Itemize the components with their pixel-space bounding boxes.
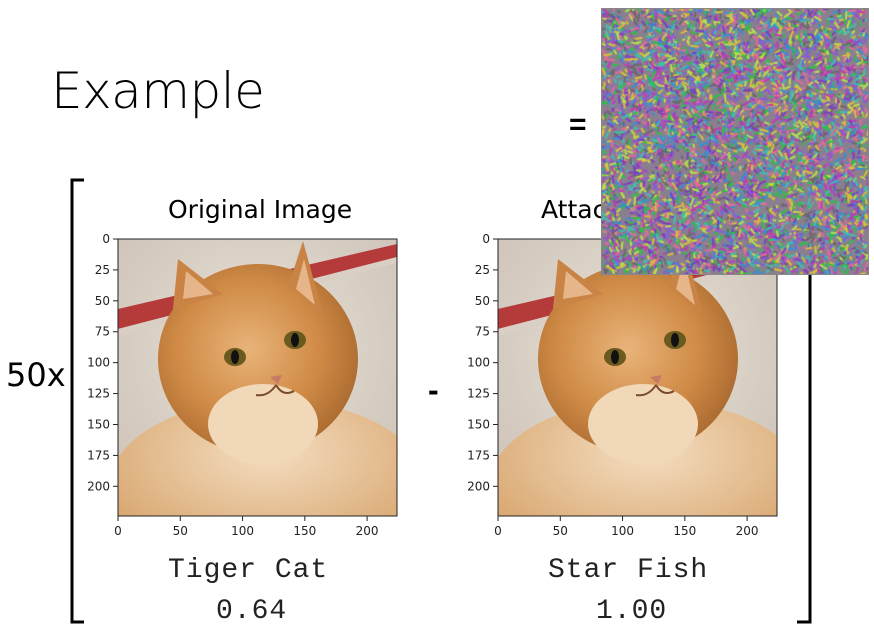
y-tick-label: 50: [95, 294, 110, 308]
panel-1-title: Original Image: [168, 195, 353, 224]
panel-1-cat-image: [118, 239, 397, 516]
x-tick-label: 200: [356, 524, 379, 538]
x-tick-label: 150: [293, 524, 316, 538]
x-tick-label: 100: [231, 524, 254, 538]
left-bracket: [70, 178, 84, 624]
x-tick-label: 150: [673, 524, 696, 538]
panel-2-frame: [497, 238, 778, 517]
y-tick-label: 75: [475, 325, 490, 339]
y-tick-label: 50: [475, 294, 490, 308]
x-tick-label: 0: [114, 524, 122, 538]
panel-2-label: Star Fish: [548, 555, 709, 586]
equals-sign: =: [569, 108, 587, 141]
x-tick-label: 50: [173, 524, 188, 538]
panel-1-score: 0.64: [216, 596, 288, 627]
y-tick-label: 25: [475, 263, 490, 277]
x-tick-label: 200: [736, 524, 759, 538]
y-tick-label: 0: [102, 232, 110, 246]
y-tick-label: 125: [87, 387, 110, 401]
y-tick-label: 175: [87, 448, 110, 462]
minus-sign: -: [428, 372, 439, 408]
x-tick-label: 0: [494, 524, 502, 538]
panel-2-title: Attac: [541, 195, 607, 224]
panel-2-score: 1.00: [596, 596, 668, 627]
adversarial-noise-image: [601, 8, 869, 275]
x-tick-label: 50: [553, 524, 568, 538]
y-tick-label: 100: [87, 356, 110, 370]
y-tick-label: 0: [482, 232, 490, 246]
panel-1-frame: [117, 238, 398, 517]
y-tick-label: 175: [467, 448, 490, 462]
panel-1-label: Tiger Cat: [168, 555, 329, 586]
y-tick-label: 200: [467, 479, 490, 493]
y-tick-label: 150: [467, 417, 490, 431]
y-tick-label: 100: [467, 356, 490, 370]
y-tick-label: 25: [95, 263, 110, 277]
slide-title: Example: [51, 62, 265, 120]
y-tick-label: 150: [87, 417, 110, 431]
y-tick-label: 125: [467, 387, 490, 401]
y-tick-label: 200: [87, 479, 110, 493]
y-tick-label: 75: [95, 325, 110, 339]
multiplier-label: 50x: [6, 356, 66, 394]
x-tick-label: 100: [611, 524, 634, 538]
